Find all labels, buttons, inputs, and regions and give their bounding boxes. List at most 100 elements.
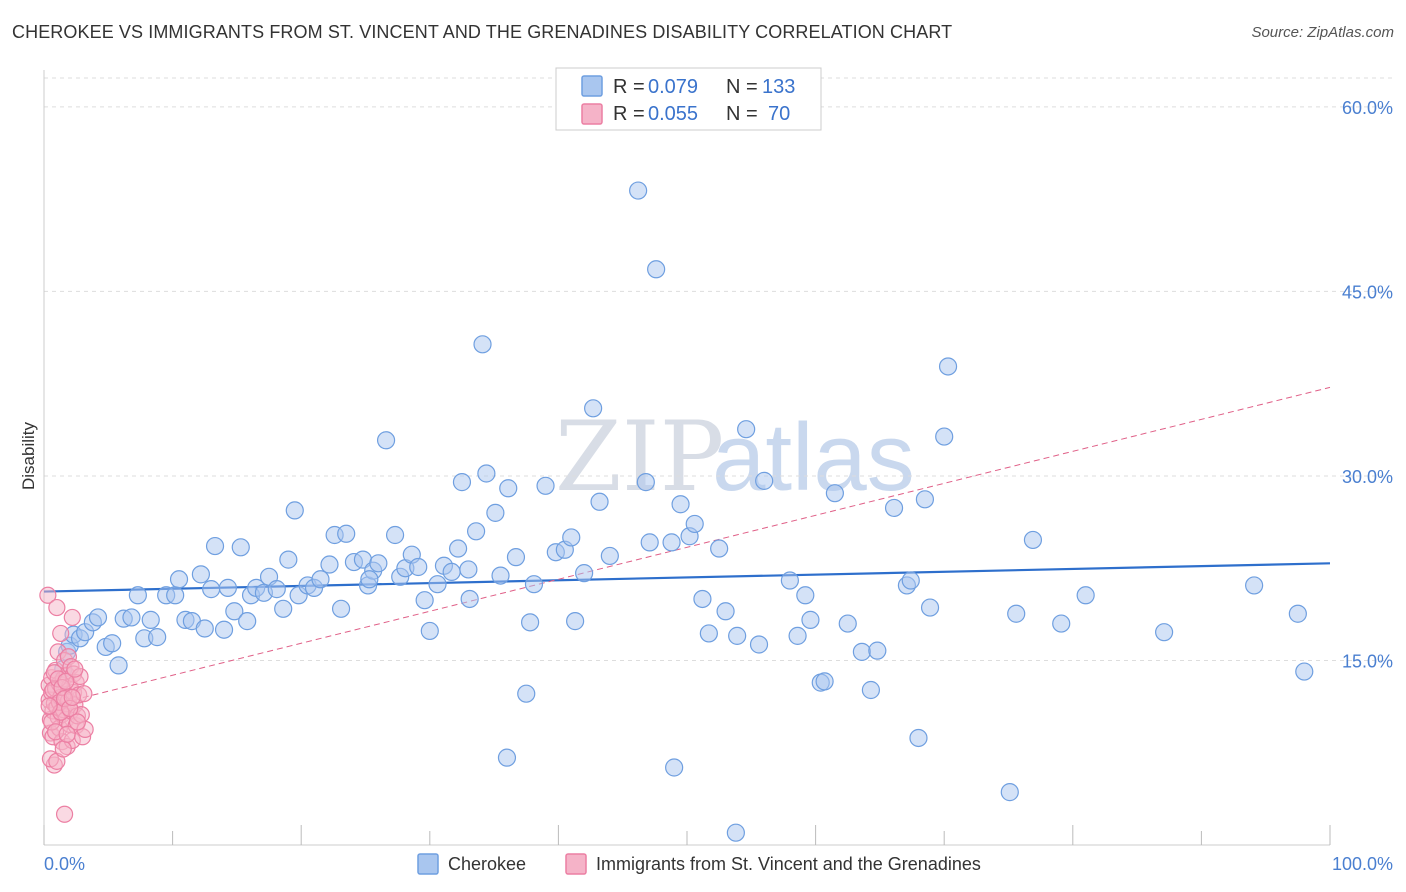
point-cherokee	[716, 602, 735, 621]
point-cherokee	[109, 656, 128, 675]
point-cherokee	[584, 399, 603, 418]
point-cherokee	[521, 613, 540, 632]
point-cherokee	[1295, 662, 1314, 681]
point-cherokee	[122, 608, 141, 627]
point-cherokee	[486, 503, 505, 522]
point-cherokee	[590, 492, 609, 511]
point-cherokee	[562, 528, 581, 547]
point-cherokee	[1052, 614, 1071, 633]
point-cherokee	[647, 260, 666, 279]
point-cherokee	[214, 620, 234, 639]
point-immigrants	[57, 672, 75, 690]
point-cherokee	[838, 614, 857, 633]
point-cherokee	[428, 575, 447, 594]
point-cherokee	[473, 335, 492, 354]
point-cherokee	[938, 357, 958, 376]
point-cherokee	[225, 602, 244, 621]
point-cherokee	[920, 598, 940, 617]
point-cherokee	[749, 635, 769, 654]
point-cherokee	[103, 634, 122, 653]
point-cherokee	[195, 619, 214, 638]
point-cherokee	[868, 641, 887, 660]
point-cherokee	[420, 621, 439, 641]
point-cherokee	[1000, 783, 1019, 802]
point-cherokee	[815, 672, 834, 691]
point-immigrants	[55, 805, 74, 823]
point-immigrants	[66, 660, 84, 678]
point-cherokee	[231, 538, 250, 557]
point-immigrants	[68, 713, 87, 731]
point-cherokee	[524, 575, 544, 594]
stats-legend: R = 0.079 N = 133 R = 0.055 N = 70	[555, 67, 822, 131]
point-cherokee	[491, 566, 510, 585]
point-cherokee	[337, 524, 356, 543]
point-immigrants	[40, 697, 58, 715]
watermark-zip: ZIP	[555, 401, 724, 513]
source-label: Source: ZipAtlas.com	[1251, 24, 1394, 41]
point-cherokee	[662, 533, 681, 552]
series-cherokee	[54, 181, 1314, 842]
point-immigrants	[63, 688, 81, 706]
point-cherokee	[128, 586, 147, 605]
bottom-legend-swatch-immigrants	[565, 853, 587, 875]
point-cherokee	[311, 570, 330, 589]
point-cherokee	[88, 608, 108, 627]
point-cherokee	[915, 490, 935, 509]
trend-line-immigrants	[43, 386, 1331, 708]
point-cherokee	[148, 628, 167, 647]
point-cherokee	[442, 562, 461, 582]
point-cherokee	[448, 539, 468, 558]
point-cherokee	[267, 580, 286, 599]
point-cherokee	[202, 580, 221, 599]
point-cherokee	[685, 514, 704, 534]
grid-lines	[44, 77, 1392, 661]
point-cherokee	[369, 554, 388, 573]
tick-labels: 15.0% 30.0% 45.0% 60.0% 0.0% 100.0%	[44, 98, 1393, 874]
point-cherokee	[699, 624, 718, 643]
point-cherokee	[901, 571, 920, 590]
legend-r-label-1: R =	[613, 76, 645, 98]
point-immigrants	[52, 624, 70, 643]
point-cherokee	[788, 626, 807, 645]
point-cherokee	[141, 610, 160, 629]
point-cherokee	[285, 501, 304, 520]
point-immigrants	[54, 740, 72, 758]
legend-r-value-1: 0.079	[648, 76, 698, 98]
point-cherokee	[466, 522, 486, 541]
point-cherokee	[629, 181, 648, 200]
point-cherokee	[600, 546, 619, 566]
point-cherokee	[665, 758, 684, 777]
point-cherokee	[1155, 623, 1174, 642]
point-cherokee	[460, 589, 479, 609]
point-cherokee	[166, 586, 185, 605]
point-cherokee	[575, 564, 594, 583]
point-cherokee	[909, 728, 928, 748]
point-cherokee	[852, 642, 871, 661]
point-cherokee	[566, 612, 585, 631]
point-cherokee	[693, 589, 712, 609]
point-cherokee	[415, 591, 434, 610]
point-cherokee	[169, 570, 189, 589]
trend-line-immigrants-path	[43, 386, 1331, 708]
point-cherokee	[205, 536, 225, 556]
y-tick-label: 15.0%	[1342, 651, 1393, 671]
y-axis-title: Disability	[19, 421, 38, 490]
point-cherokee	[1076, 586, 1095, 605]
point-immigrants	[39, 586, 57, 604]
point-cherokee	[796, 586, 815, 605]
series-legend: Cherokee Immigrants from St. Vincent and…	[417, 853, 981, 875]
point-cherokee	[1245, 576, 1264, 595]
point-cherokee	[636, 473, 655, 492]
point-cherokee	[825, 484, 844, 503]
legend-n-value-2: 70	[768, 103, 790, 125]
y-tick-label: 45.0%	[1342, 282, 1393, 302]
point-cherokee	[710, 539, 729, 558]
point-cherokee	[274, 599, 293, 618]
point-cherokee	[1023, 530, 1043, 550]
legend-r-value-2: 0.055	[648, 103, 698, 125]
point-cherokee	[884, 498, 904, 518]
bottom-legend-label-immigrants: Immigrants from St. Vincent and the Gren…	[596, 854, 981, 874]
chart-title: CHEROKEE VS IMMIGRANTS FROM ST. VINCENT …	[12, 22, 953, 42]
point-cherokee	[671, 495, 690, 514]
